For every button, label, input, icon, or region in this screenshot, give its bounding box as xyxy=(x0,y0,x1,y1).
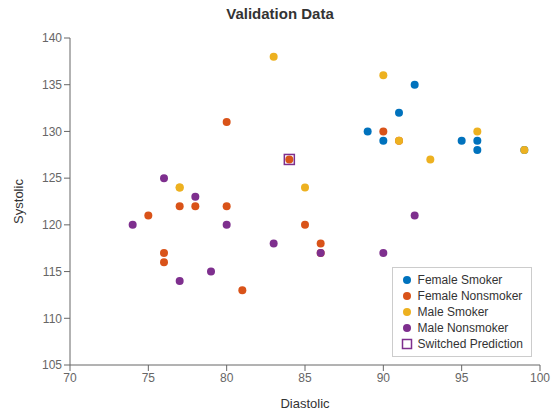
html-text:Validation Data: Validation Data xyxy=(226,5,334,22)
svg-text:140: 140 xyxy=(42,31,62,45)
html-text:Male Nonsmoker: Male Nonsmoker xyxy=(417,321,509,335)
svg-text:130: 130 xyxy=(42,125,62,139)
svg-text:100: 100 xyxy=(530,371,550,385)
html-text:Male Smoker: Male Smoker xyxy=(417,305,489,319)
svg-text:Diastolic: Diastolic xyxy=(280,396,330,411)
svg-text:105: 105 xyxy=(42,358,62,372)
svg-text:75: 75 xyxy=(142,371,156,385)
svg-text:135: 135 xyxy=(42,78,62,92)
svg-text:70: 70 xyxy=(63,371,77,385)
svg-text:Systolic: Systolic xyxy=(11,179,26,224)
svg-text:110: 110 xyxy=(43,312,62,326)
svg-text:85: 85 xyxy=(298,371,312,385)
svg-text:125: 125 xyxy=(42,171,62,185)
svg-text:120: 120 xyxy=(42,218,62,232)
svg-text:95: 95 xyxy=(455,371,469,385)
svg-text:80: 80 xyxy=(220,371,234,385)
html-text:Female Smoker: Female Smoker xyxy=(417,273,503,287)
html-text:Switched Prediction: Switched Prediction xyxy=(417,337,523,351)
svg-text:90: 90 xyxy=(377,371,391,385)
svg-text:115: 115 xyxy=(43,265,62,279)
html-text:Female Nonsmoker: Female Nonsmoker xyxy=(417,289,523,303)
